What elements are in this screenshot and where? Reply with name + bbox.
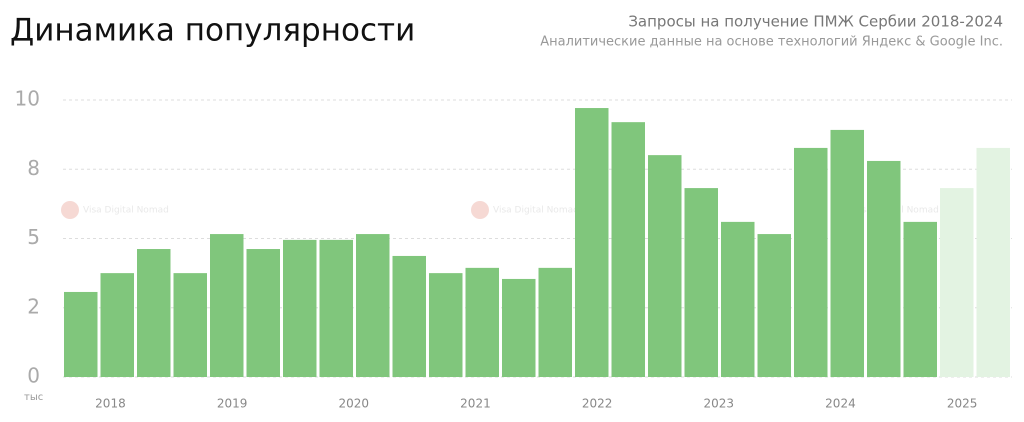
bar — [319, 239, 353, 377]
watermark-icon — [61, 201, 79, 219]
bar — [465, 267, 499, 377]
bar — [210, 234, 244, 377]
bar — [721, 221, 755, 377]
y-tick-label: 10 — [15, 87, 40, 111]
y-tick-label: 2 — [27, 294, 40, 318]
x-tick-label: 2018 — [95, 397, 126, 411]
bar — [940, 188, 974, 377]
watermark-icon — [471, 201, 489, 219]
bar — [976, 147, 1010, 377]
x-tick-label: 2020 — [339, 397, 370, 411]
bar — [246, 249, 280, 377]
bar — [830, 129, 864, 377]
x-tick-label: 2022 — [582, 397, 613, 411]
bar — [283, 239, 317, 377]
bar — [867, 160, 901, 377]
bar — [356, 234, 390, 377]
x-tick-label: 2024 — [825, 397, 856, 411]
bar — [429, 273, 463, 377]
watermark: Visa Digital Nomad — [83, 206, 169, 216]
bar — [100, 273, 134, 377]
bar — [64, 291, 98, 377]
y-tick-label: 0 — [27, 364, 40, 388]
watermark: Visa Digital Nomad — [493, 206, 579, 216]
chart-title: Динамика популярности — [10, 13, 415, 49]
bar — [173, 273, 207, 377]
bar — [502, 278, 536, 377]
bar — [392, 255, 426, 377]
bar — [903, 221, 937, 377]
chart-subtitle: Запросы на получение ПМЖ Сербии 2018-202… — [628, 13, 1003, 31]
unit-label: тыс — [24, 392, 43, 403]
x-tick-label: 2021 — [460, 397, 491, 411]
bar — [137, 249, 171, 377]
bar — [575, 108, 609, 378]
chart-source: Аналитические данные на основе технологи… — [540, 35, 1003, 50]
x-tick-label: 2025 — [947, 397, 978, 411]
bar — [684, 188, 718, 377]
bar — [648, 155, 682, 377]
x-tick-label: 2019 — [217, 397, 248, 411]
bar — [611, 122, 645, 377]
bar — [538, 267, 572, 377]
y-tick-label: 5 — [27, 225, 40, 249]
x-tick-label: 2023 — [704, 397, 735, 411]
y-tick-label: 8 — [27, 156, 40, 180]
bar — [757, 234, 791, 377]
bar — [794, 147, 828, 377]
